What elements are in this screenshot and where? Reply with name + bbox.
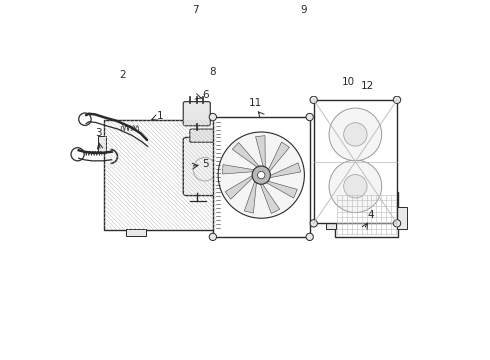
Ellipse shape — [338, 39, 359, 70]
Circle shape — [343, 175, 367, 198]
FancyBboxPatch shape — [162, 26, 202, 71]
Text: 6: 6 — [202, 90, 209, 100]
Text: 7: 7 — [192, 5, 198, 15]
Circle shape — [393, 96, 401, 103]
Text: 11: 11 — [249, 98, 263, 108]
Circle shape — [258, 171, 265, 179]
FancyBboxPatch shape — [183, 102, 210, 126]
Text: 2: 2 — [119, 70, 126, 80]
Circle shape — [310, 96, 318, 103]
Text: 5: 5 — [202, 159, 209, 169]
FancyBboxPatch shape — [264, 27, 325, 83]
Text: 12: 12 — [361, 81, 374, 91]
Circle shape — [263, 31, 270, 39]
Text: 4: 4 — [368, 210, 374, 220]
Circle shape — [329, 108, 382, 161]
Polygon shape — [260, 183, 280, 213]
Circle shape — [287, 49, 298, 60]
Bar — [397, 207, 407, 229]
Polygon shape — [222, 165, 255, 174]
Polygon shape — [232, 143, 260, 168]
Circle shape — [79, 113, 91, 125]
Bar — [126, 229, 147, 236]
Polygon shape — [245, 180, 257, 213]
Text: 3: 3 — [95, 129, 101, 139]
Text: 9: 9 — [300, 5, 307, 15]
Polygon shape — [268, 142, 290, 172]
Circle shape — [172, 40, 192, 61]
Text: 8: 8 — [209, 67, 216, 77]
Bar — [335, 192, 398, 237]
Bar — [104, 120, 216, 230]
Bar — [213, 117, 310, 237]
Text: 1: 1 — [157, 111, 164, 121]
FancyBboxPatch shape — [190, 129, 219, 142]
Polygon shape — [256, 136, 265, 168]
Bar — [214, 197, 222, 213]
Text: 10: 10 — [342, 77, 355, 86]
Polygon shape — [225, 175, 253, 199]
FancyBboxPatch shape — [183, 138, 227, 195]
Bar — [98, 136, 106, 153]
Polygon shape — [265, 181, 297, 198]
Circle shape — [329, 160, 382, 213]
Bar — [262, 24, 367, 85]
Circle shape — [71, 148, 84, 161]
Circle shape — [306, 113, 313, 121]
Polygon shape — [269, 163, 301, 178]
Ellipse shape — [203, 38, 221, 63]
Circle shape — [343, 123, 367, 146]
Circle shape — [209, 113, 217, 121]
Circle shape — [306, 233, 313, 240]
Circle shape — [252, 166, 270, 184]
Circle shape — [218, 132, 304, 218]
Circle shape — [274, 36, 311, 73]
Bar — [326, 207, 336, 229]
Bar — [314, 100, 397, 223]
Circle shape — [393, 220, 401, 227]
Circle shape — [310, 220, 318, 227]
Bar — [162, 24, 228, 72]
Circle shape — [209, 233, 217, 240]
